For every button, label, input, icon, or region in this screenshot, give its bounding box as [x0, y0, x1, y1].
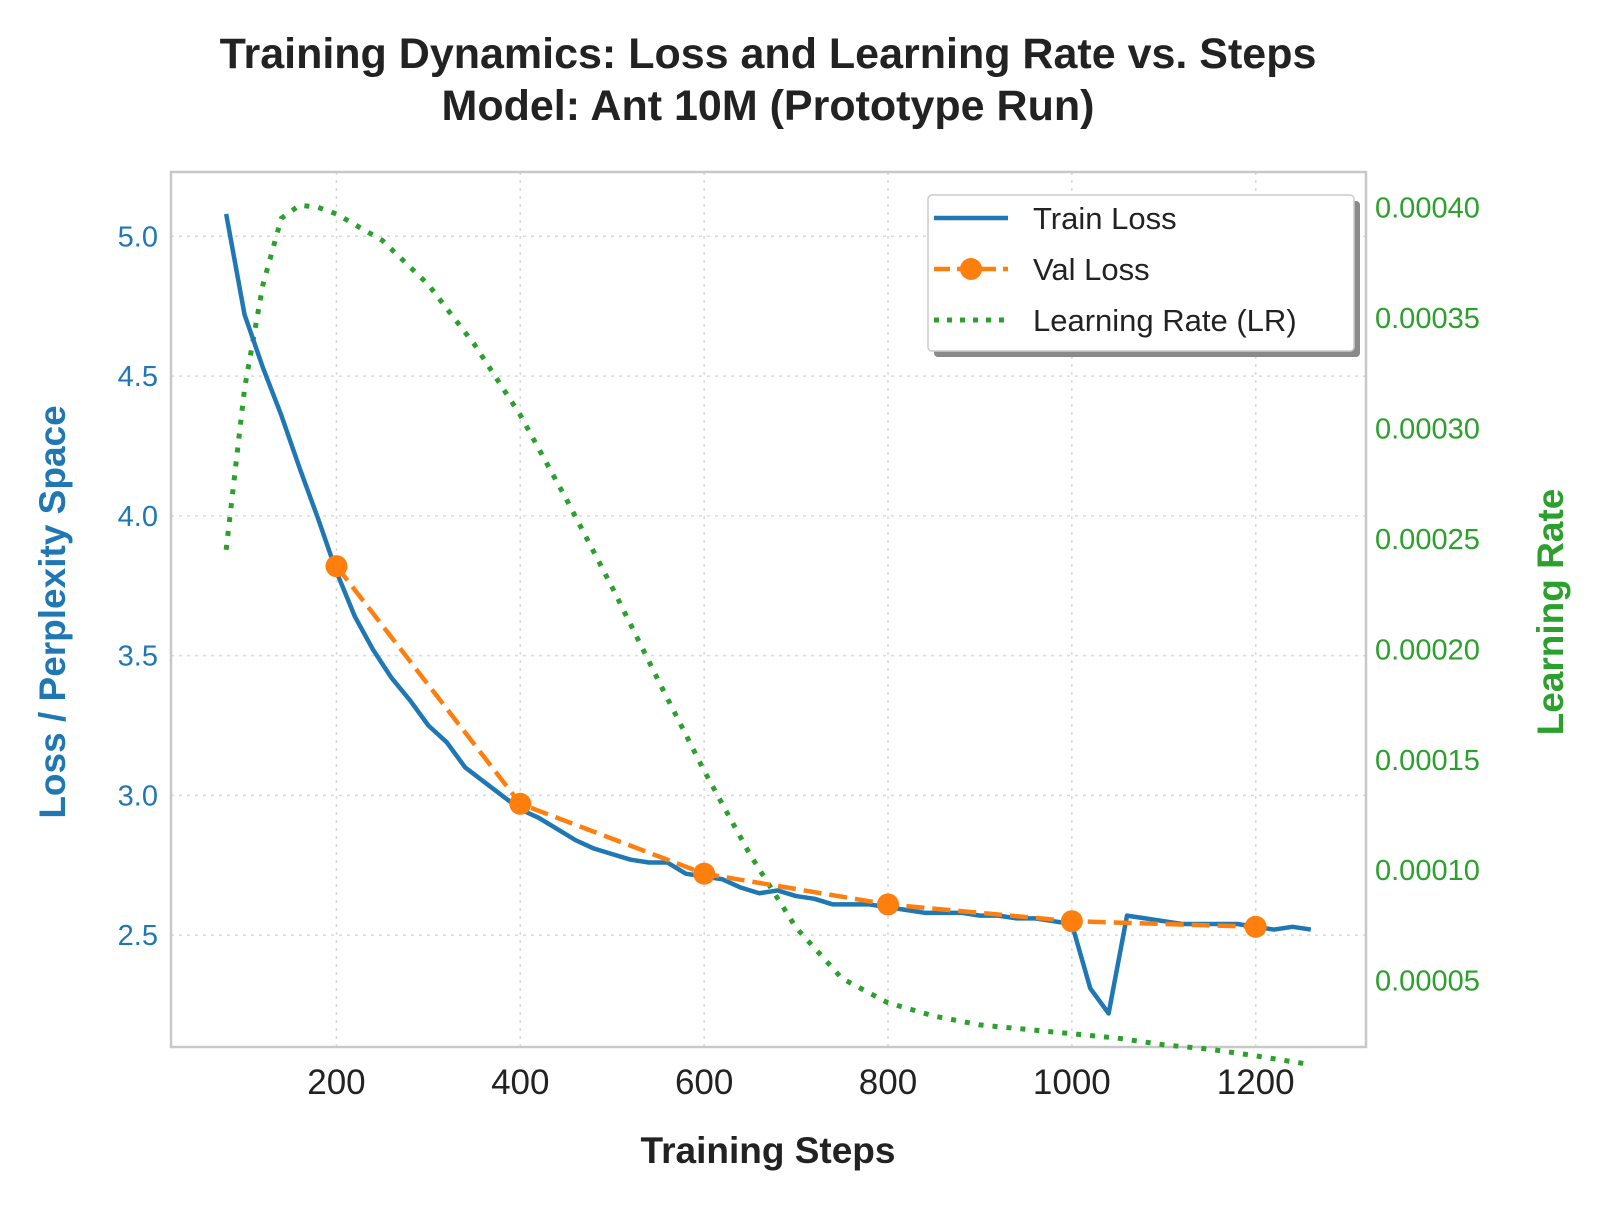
- left-y-tick-label: 4.5: [118, 361, 158, 393]
- chart-subtitle: Model: Ant 10M (Prototype Run): [442, 82, 1095, 130]
- left-y-tick-label: 4.0: [118, 501, 158, 533]
- x-tick-label: 600: [675, 1063, 733, 1102]
- left-y-tick-label: 2.5: [118, 920, 158, 952]
- left-y-tick-label: 5.0: [118, 221, 158, 253]
- right-axis-label: Learning Rate: [1530, 489, 1571, 736]
- series-line-train-loss: [223, 213, 1312, 1016]
- val-loss-point: [325, 555, 348, 578]
- legend-lr-label: Learning Rate (LR): [1033, 303, 1297, 338]
- x-axis-label: Training Steps: [641, 1130, 896, 1171]
- left-axis-ticks: 2.5 3.0 3.5 4.0 4.5 5.0: [118, 221, 158, 952]
- right-y-tick-label: 0.00020: [1375, 634, 1480, 666]
- series-layer: [223, 202, 1312, 1068]
- legend-val-marker: [960, 258, 982, 280]
- x-axis-ticks: 200 400 600 800 1000 1200: [307, 1063, 1294, 1102]
- right-y-tick-label: 0.00015: [1375, 745, 1480, 777]
- right-axis-ticks: 0.00005 0.00010 0.00015 0.00020 0.00025 0.000…: [1375, 192, 1480, 997]
- series-line-val-loss: [334, 564, 1256, 930]
- series-line-learning-rate: [223, 202, 1312, 1068]
- right-y-tick-label: 0.00005: [1375, 966, 1480, 998]
- right-y-tick-label: 0.00030: [1375, 413, 1480, 445]
- legend: Train Loss Val Loss Learning Rate (LR): [927, 194, 1360, 357]
- x-tick-label: 400: [491, 1063, 549, 1102]
- legend-val-label: Val Loss: [1033, 252, 1150, 287]
- left-axis-label: Loss / Perplexity Space: [32, 405, 73, 818]
- legend-train-label: Train Loss: [1033, 201, 1177, 236]
- x-tick-label: 1200: [1217, 1063, 1295, 1102]
- x-tick-label: 200: [307, 1063, 365, 1102]
- val-loss-point: [1244, 915, 1267, 938]
- val-loss-point: [877, 893, 899, 916]
- right-y-tick-label: 0.00010: [1375, 855, 1480, 887]
- val-loss-point: [509, 792, 532, 815]
- x-tick-label: 800: [859, 1063, 917, 1102]
- val-loss-point: [693, 862, 716, 885]
- chart-title: Training Dynamics: Loss and Learning Rat…: [220, 30, 1317, 78]
- legend-box: [927, 194, 1355, 352]
- right-y-tick-label: 0.00040: [1375, 192, 1480, 224]
- left-y-tick-label: 3.0: [118, 780, 158, 812]
- x-tick-label: 1000: [1033, 1063, 1111, 1102]
- left-y-tick-label: 3.5: [118, 641, 158, 673]
- right-y-tick-label: 0.00035: [1375, 303, 1480, 335]
- right-y-tick-label: 0.00025: [1375, 524, 1480, 556]
- plot-frame: [169, 170, 1368, 1049]
- val-loss-point: [1060, 910, 1083, 933]
